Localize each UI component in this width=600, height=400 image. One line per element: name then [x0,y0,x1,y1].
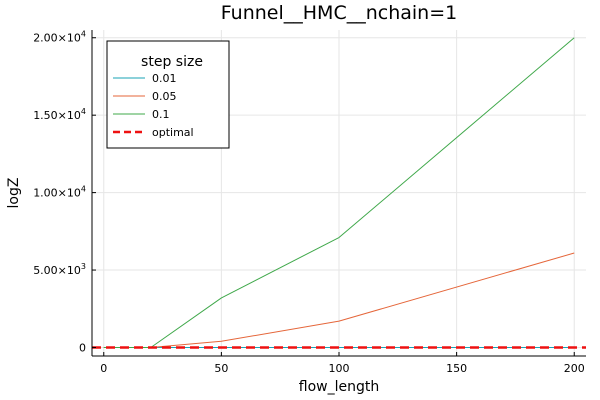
x-tick-label: 200 [564,362,585,375]
y-tick-labels: 0 5.00×103 1.00×104 1.50×104 2.00×104 [33,30,86,355]
legend-label: 0.1 [152,108,170,121]
y-tick-label: 5.00×103 [33,262,86,277]
y-axis-title: logZ [6,178,22,209]
x-tick-label: 150 [446,362,467,375]
legend-label: 0.01 [152,72,177,85]
legend: step size 0.01 0.05 0.1 optimal [106,40,230,149]
series-lines [92,37,586,349]
y-tick-label: 1.50×104 [33,107,86,122]
legend-label: optimal [152,126,194,139]
x-tick-label: 50 [214,362,228,375]
y-tick-label: 2.00×104 [33,30,86,45]
y-tick-label: 0 [79,341,86,354]
legend-title: step size [141,54,203,70]
legend-box [106,40,230,149]
x-axis-title: flow_length [299,379,379,395]
x-tick-label: 0 [100,362,107,375]
x-tick-label: 100 [329,362,350,375]
chart-title: Funnel__HMC__nchain=1 [221,2,457,24]
x-tick-labels: 0 50 100 150 200 [100,362,584,375]
y-tick-label: 1.00×104 [33,185,86,200]
legend-label: 0.05 [152,90,177,103]
legend-entries: 0.01 0.05 0.1 optimal [113,72,194,139]
axes [91,30,586,357]
